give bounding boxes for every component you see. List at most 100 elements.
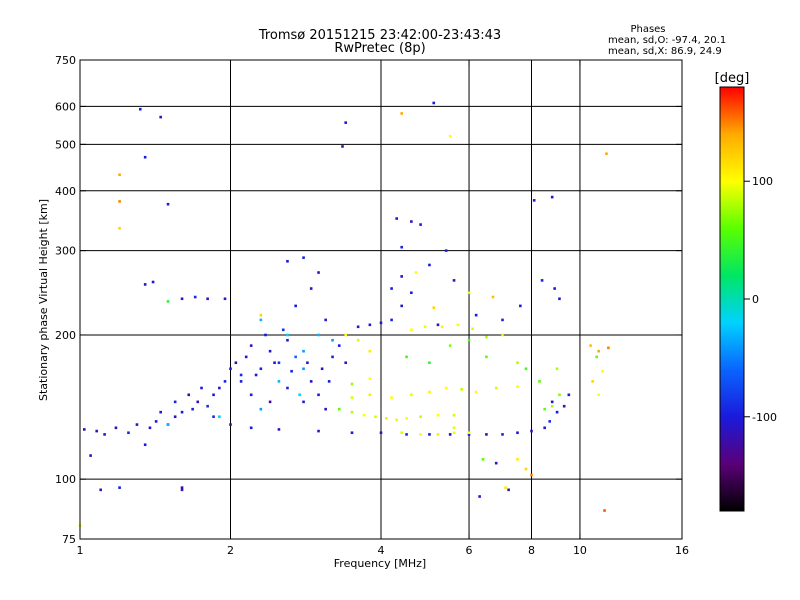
data-point xyxy=(286,333,289,337)
data-point xyxy=(118,200,121,203)
data-point xyxy=(324,407,327,411)
data-point xyxy=(259,313,263,317)
data-point xyxy=(212,393,215,397)
data-point xyxy=(118,486,121,489)
data-point xyxy=(331,338,334,342)
data-point xyxy=(605,152,608,156)
data-point xyxy=(327,380,331,383)
data-point xyxy=(374,415,377,419)
data-point xyxy=(317,429,320,433)
data-point xyxy=(405,416,408,420)
y-tick-label: 600 xyxy=(55,100,76,113)
data-point xyxy=(474,313,478,317)
colorbar-label: [deg] xyxy=(715,71,750,86)
data-point xyxy=(414,271,418,274)
data-point xyxy=(138,107,142,111)
data-point xyxy=(471,327,474,331)
data-point xyxy=(249,344,253,347)
data-point xyxy=(558,393,561,397)
data-point xyxy=(362,413,366,417)
data-point xyxy=(166,423,170,426)
data-point xyxy=(320,367,324,371)
data-point xyxy=(277,361,281,365)
data-point xyxy=(385,416,388,420)
data-point xyxy=(212,415,215,419)
data-point xyxy=(114,426,118,430)
data-point xyxy=(173,415,177,419)
data-point xyxy=(268,349,272,353)
data-point xyxy=(452,426,456,430)
y-tick-label: 200 xyxy=(55,329,76,342)
data-point xyxy=(89,454,92,457)
data-point xyxy=(239,380,243,383)
data-point xyxy=(390,318,393,322)
data-point xyxy=(294,304,297,308)
data-point xyxy=(456,323,460,327)
data-point xyxy=(356,338,360,342)
data-point xyxy=(467,338,471,342)
x-tick-label: 4 xyxy=(378,544,385,557)
data-point xyxy=(405,433,408,436)
data-point xyxy=(166,300,170,303)
data-point xyxy=(519,304,522,308)
data-point xyxy=(432,101,436,105)
data-point xyxy=(223,297,227,301)
data-point xyxy=(540,279,544,282)
grid-lines xyxy=(80,60,682,539)
stats-heading: Phases xyxy=(630,24,665,35)
colorbar-tick-label: 0 xyxy=(752,293,759,306)
data-point xyxy=(249,426,253,430)
data-point xyxy=(448,433,452,436)
x-tick-label: 10 xyxy=(573,544,587,557)
data-point xyxy=(344,333,348,337)
stats-o-line: mean, sd,O: -97.4, 20.1 xyxy=(608,35,726,46)
x-tick-label: 8 xyxy=(528,544,535,557)
y-tick-label: 750 xyxy=(55,54,76,67)
data-point xyxy=(368,349,372,353)
data-point xyxy=(501,318,504,322)
colorbar-tick-label: 100 xyxy=(752,175,773,188)
colorbar-tick-label: -100 xyxy=(752,411,777,424)
data-point xyxy=(341,145,344,148)
data-point xyxy=(229,367,232,371)
data-point xyxy=(436,433,440,436)
data-point xyxy=(286,338,289,342)
data-point xyxy=(290,369,293,373)
data-point xyxy=(294,355,297,359)
data-points xyxy=(78,101,610,527)
data-point xyxy=(159,410,162,414)
data-point xyxy=(259,407,263,411)
data-point xyxy=(400,304,403,308)
data-point xyxy=(286,259,289,263)
data-point xyxy=(400,112,403,115)
y-axis-label: Stationary phase Virtual Height [km] xyxy=(37,199,50,401)
data-point xyxy=(218,386,221,390)
data-point xyxy=(595,355,598,359)
data-point xyxy=(516,361,519,365)
data-point xyxy=(485,355,488,359)
data-point xyxy=(298,393,301,397)
data-point xyxy=(143,443,147,447)
data-point xyxy=(344,121,348,124)
data-point xyxy=(410,393,413,397)
data-point xyxy=(448,134,452,138)
data-point xyxy=(410,291,413,295)
data-point xyxy=(331,355,334,359)
data-point xyxy=(400,275,403,278)
data-point xyxy=(428,390,431,394)
data-point xyxy=(550,404,554,408)
data-point xyxy=(405,355,408,359)
y-tick-label: 300 xyxy=(55,245,76,258)
data-point xyxy=(196,400,200,404)
data-point xyxy=(302,256,305,259)
data-point xyxy=(281,328,285,332)
data-point xyxy=(368,393,372,397)
data-point xyxy=(491,295,495,299)
data-point xyxy=(550,195,554,199)
chart-subtitle: RwPretec (8p) xyxy=(334,41,425,56)
data-point xyxy=(562,404,566,408)
data-point xyxy=(344,361,348,365)
data-point xyxy=(481,458,485,461)
data-point xyxy=(317,271,320,274)
